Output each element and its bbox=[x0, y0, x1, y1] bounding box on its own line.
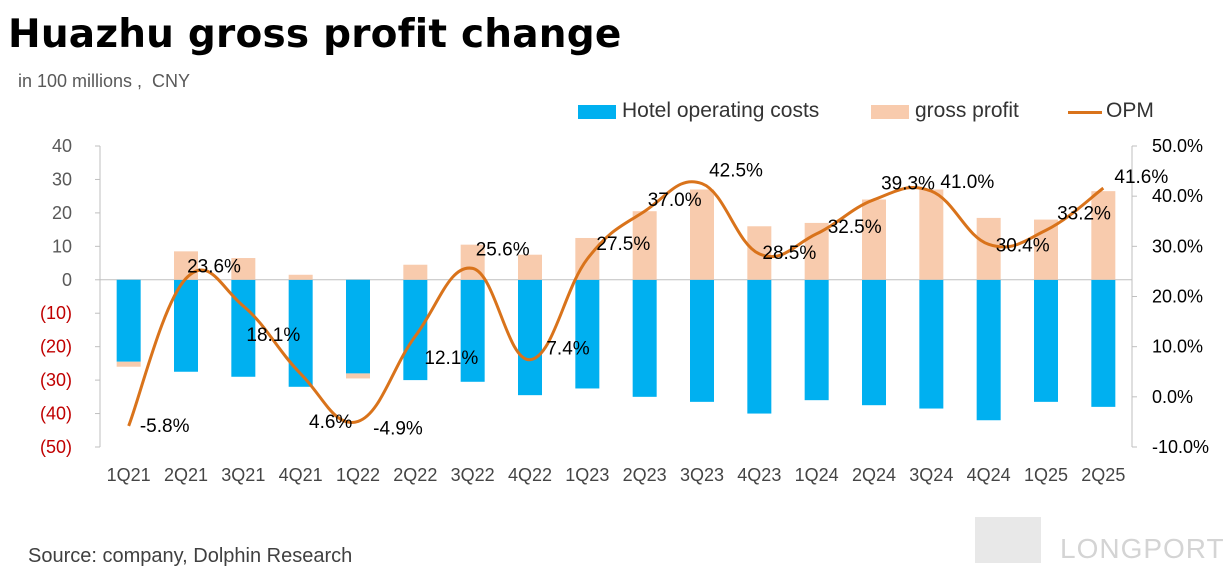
bar-hotel-operating-costs bbox=[690, 279, 714, 402]
opm-line bbox=[127, 180, 1105, 427]
x-tick-label: 2Q22 bbox=[393, 465, 437, 485]
opm-data-label: 33.2% bbox=[1057, 203, 1111, 224]
source-note: Source: company, Dolphin Research bbox=[28, 545, 353, 567]
left-tick-label: (40) bbox=[40, 404, 72, 424]
opm-data-label: 4.6% bbox=[309, 412, 352, 433]
x-tick-label: 1Q22 bbox=[336, 465, 380, 485]
bar-hotel-operating-costs bbox=[747, 279, 772, 414]
x-tick-label: 4Q23 bbox=[737, 465, 781, 485]
x-tick-label: 4Q24 bbox=[967, 465, 1011, 485]
x-tick-label: 2Q24 bbox=[852, 465, 896, 485]
bar-hotel-operating-costs bbox=[460, 279, 485, 382]
right-tick-label: -10.0% bbox=[1152, 437, 1209, 457]
left-tick-label: 10 bbox=[52, 236, 72, 256]
bar-gross-profit bbox=[403, 264, 428, 280]
x-tick-label: 1Q23 bbox=[565, 465, 609, 485]
bar-hotel-operating-costs bbox=[919, 279, 944, 409]
bar-gross-profit bbox=[976, 217, 1001, 280]
watermark-text: LONGPORT bbox=[1060, 533, 1225, 564]
bar-hotel-operating-costs bbox=[288, 279, 313, 387]
opm-data-label: 42.5% bbox=[709, 161, 763, 182]
left-tick-label: (50) bbox=[40, 437, 72, 457]
bar-gross-profit bbox=[174, 251, 198, 280]
bar-gross-profit bbox=[288, 274, 313, 280]
opm-data-label: 12.1% bbox=[424, 348, 478, 369]
bar-hotel-operating-costs bbox=[174, 279, 198, 372]
opm-data-label: -5.8% bbox=[140, 416, 190, 437]
left-tick-label: 0 bbox=[62, 270, 72, 290]
x-tick-label: 4Q22 bbox=[508, 465, 552, 485]
left-tick-label: (20) bbox=[40, 337, 72, 357]
opm-data-label: 41.0% bbox=[940, 172, 994, 193]
bar-gross-profit bbox=[518, 254, 542, 280]
left-tick-label: (10) bbox=[40, 303, 72, 323]
legend-label-gross-profit: gross profit bbox=[915, 99, 1019, 122]
right-tick-label: 0.0% bbox=[1152, 387, 1193, 407]
bar-gross-profit bbox=[346, 373, 370, 379]
legend-swatch-costs bbox=[578, 105, 616, 119]
opm-data-label: 23.6% bbox=[187, 256, 241, 277]
x-tick-label: 1Q24 bbox=[795, 465, 839, 485]
opm-data-label: 32.5% bbox=[828, 217, 882, 238]
bar-hotel-operating-costs bbox=[518, 279, 542, 396]
bar-gross-profit bbox=[919, 189, 944, 280]
opm-data-label: 7.4% bbox=[546, 339, 589, 360]
opm-data-label: 27.5% bbox=[596, 234, 650, 255]
bar-gross-profit bbox=[632, 211, 657, 280]
left-tick-label: 40 bbox=[52, 136, 72, 156]
legend-swatch-opm bbox=[1068, 111, 1102, 114]
opm-data-label: 28.5% bbox=[762, 243, 816, 264]
bar-hotel-operating-costs bbox=[575, 279, 600, 389]
bar-gross-profit bbox=[862, 199, 886, 280]
chart-title: Huazhu gross profit change bbox=[8, 12, 622, 57]
x-tick-label: 3Q21 bbox=[221, 465, 265, 485]
right-tick-label: 30.0% bbox=[1152, 236, 1203, 256]
right-tick-label: 50.0% bbox=[1152, 136, 1203, 156]
bar-gross-profit bbox=[116, 361, 141, 367]
bar-gross-profit bbox=[1091, 191, 1116, 280]
opm-data-label: 18.1% bbox=[246, 325, 300, 346]
opm-data-label: 37.0% bbox=[648, 190, 702, 211]
bar-hotel-operating-costs bbox=[862, 279, 886, 406]
bar-hotel-operating-costs bbox=[403, 279, 428, 381]
bar-hotel-operating-costs bbox=[231, 279, 256, 377]
legend-label-opm: OPM bbox=[1106, 99, 1154, 122]
x-tick-label: 1Q25 bbox=[1024, 465, 1068, 485]
right-tick-label: 10.0% bbox=[1152, 337, 1203, 357]
bar-hotel-operating-costs bbox=[346, 279, 370, 374]
bar-hotel-operating-costs bbox=[1034, 279, 1058, 402]
opm-data-label: 25.6% bbox=[476, 239, 530, 260]
opm-data-label: 39.3% bbox=[881, 174, 935, 195]
x-tick-label: 2Q23 bbox=[623, 465, 667, 485]
left-tick-label: 20 bbox=[52, 203, 72, 223]
bar-hotel-operating-costs bbox=[116, 279, 141, 362]
x-tick-label: 3Q24 bbox=[909, 465, 953, 485]
right-tick-label: 20.0% bbox=[1152, 287, 1203, 307]
x-tick-label: 3Q22 bbox=[451, 465, 495, 485]
watermark-logo-icon bbox=[975, 517, 1041, 563]
right-tick-label: 40.0% bbox=[1152, 186, 1203, 206]
opm-data-label: 30.4% bbox=[996, 235, 1050, 256]
bar-hotel-operating-costs bbox=[976, 279, 1001, 421]
x-tick-label: 2Q25 bbox=[1081, 465, 1125, 485]
legend-label-costs: Hotel operating costs bbox=[622, 99, 820, 122]
chart-subtitle: in 100 millions , CNY bbox=[18, 71, 191, 91]
bar-hotel-operating-costs bbox=[804, 279, 829, 401]
bar-gross-profit bbox=[690, 189, 714, 280]
x-tick-label: 3Q23 bbox=[680, 465, 724, 485]
bar-hotel-operating-costs bbox=[632, 279, 657, 397]
left-tick-label: 30 bbox=[52, 169, 72, 189]
bar-hotel-operating-costs bbox=[1091, 279, 1116, 407]
left-tick-label: (30) bbox=[40, 370, 72, 390]
bar-gross-profit bbox=[231, 258, 256, 280]
x-tick-label: 1Q21 bbox=[107, 465, 151, 485]
opm-data-label: 41.6% bbox=[1114, 167, 1168, 188]
x-tick-label: 4Q21 bbox=[279, 465, 323, 485]
x-tick-label: 2Q21 bbox=[164, 465, 208, 485]
opm-data-label: -4.9% bbox=[373, 418, 423, 439]
legend-swatch-gross-profit bbox=[871, 105, 909, 119]
